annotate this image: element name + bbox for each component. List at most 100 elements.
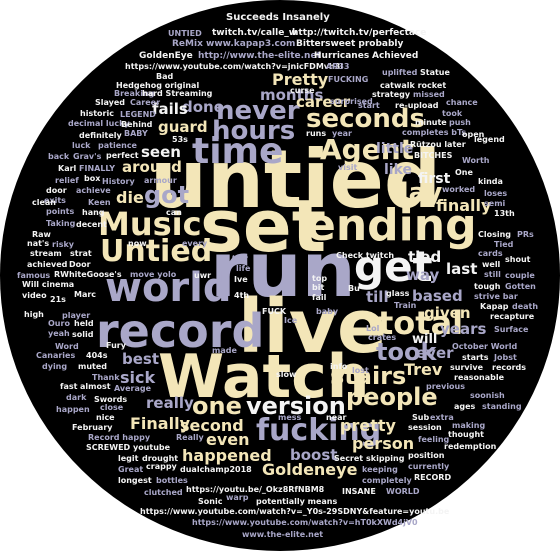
word-runs: runs: [306, 129, 327, 138]
word-currently: currently: [408, 462, 450, 471]
word-crappy: crappy: [146, 462, 177, 471]
word-door-cap: Door: [69, 260, 91, 269]
word-happened: happened: [182, 446, 272, 465]
word-potentially-means: potentially means: [256, 497, 338, 506]
word-one-cap: One: [455, 168, 473, 177]
word-exits: exits: [44, 196, 66, 205]
word-baby-caps: BABY: [124, 129, 148, 138]
word-finally-lower: finally: [436, 196, 492, 215]
word-warp: warp: [226, 493, 249, 502]
word-soonish: soonish: [470, 391, 505, 400]
word-missed: missed: [413, 90, 445, 99]
word-fast: fast: [60, 382, 78, 391]
word-slayed: Slayed: [95, 98, 126, 107]
word-will: will: [412, 332, 438, 347]
word-can: can: [166, 208, 182, 217]
word-death: death: [512, 302, 539, 311]
word-bittersweet: Bittersweet probably: [296, 39, 404, 49]
word-ice: Ice: [284, 316, 298, 325]
word-really: really: [146, 394, 194, 412]
word-twitch-calle: twitch.tv/calle_w: [212, 28, 298, 38]
word-hurricanes: Hurricanes: [314, 51, 370, 61]
word-feeling: feeling: [418, 435, 450, 444]
word-push: push: [449, 118, 471, 127]
word-ever: ever: [416, 344, 454, 362]
word-pretty-lower: pretty: [340, 416, 396, 435]
word-insane: INSANE: [342, 487, 376, 496]
word-done: done: [182, 98, 224, 116]
word-sonic: Sonic: [198, 497, 223, 506]
word-set: set: [200, 184, 327, 268]
word-boost: boost: [290, 446, 338, 464]
word-ages: ages: [454, 402, 476, 411]
word-yeah-lower: yeah: [48, 329, 70, 338]
word-info: info: [330, 362, 348, 371]
word-survive: survive: [450, 363, 483, 372]
word-bad: Bad: [156, 72, 174, 81]
word-kinda: kinda: [478, 177, 503, 186]
word-cards: cards: [478, 249, 503, 258]
word-records: records: [492, 363, 527, 372]
word-marc: Marc: [74, 290, 97, 299]
word-well: well: [482, 260, 501, 269]
word-given: given: [424, 304, 471, 322]
word-achieved: achieved: [27, 260, 68, 269]
word-raw: Raw: [32, 230, 51, 239]
word-strive-bar: strive bar: [474, 292, 518, 301]
word-catwalk: catwalk rocket: [380, 81, 447, 90]
word-skipping: skipping: [366, 454, 405, 463]
word-october-world: October World: [452, 342, 518, 351]
word-legend: legend: [474, 135, 505, 144]
word-drought: drought: [142, 454, 179, 463]
word-first: first: [418, 171, 451, 187]
word-historic: historic: [80, 109, 114, 118]
word-goldeneye: Goldeneye: [262, 460, 358, 479]
word-curse: curse: [290, 86, 315, 95]
word-points: points: [46, 207, 75, 216]
word-loses: loses: [484, 189, 508, 198]
word-till: till: [366, 288, 389, 306]
word-happen: happen: [56, 405, 90, 414]
word-fucking: fucking: [256, 413, 382, 448]
word-crates: crates: [368, 333, 397, 342]
word-solid: solid: [72, 330, 94, 339]
word-little: little: [376, 141, 414, 157]
word-almost: almost: [80, 382, 111, 391]
word-redemption: redemption: [444, 442, 497, 451]
word-clutched: clutched: [144, 488, 183, 497]
word-years: years: [440, 320, 487, 338]
word-semi: semi: [484, 199, 506, 208]
word-life: life: [236, 264, 251, 273]
word-hard-streaming: hard Streaming: [142, 89, 213, 98]
word-top: top: [312, 274, 328, 283]
word-guard: guard: [158, 118, 208, 136]
word-clean: clean: [32, 198, 57, 207]
word-kapap: Kapap: [480, 302, 509, 311]
word-patience: patience: [98, 141, 137, 150]
word-luck: luck: [72, 141, 91, 150]
word-close: close: [100, 403, 124, 412]
word-reasonable: reasonable: [454, 373, 505, 382]
word-based: based: [412, 287, 463, 305]
word-never: never: [216, 96, 300, 126]
word-achieve: achieve: [76, 186, 111, 195]
word-music: Music: [98, 205, 202, 243]
word-slow: slow: [276, 370, 297, 379]
word-dark: dark: [66, 393, 87, 402]
word-untied: untied: [150, 133, 442, 226]
word-surface: Surface: [494, 325, 529, 334]
word-13th: 13th: [494, 209, 515, 218]
word-definitely: definitely: [79, 131, 122, 140]
word-position: position: [408, 451, 445, 460]
word-gravs: Grav's: [73, 152, 102, 161]
word-version: version: [246, 392, 346, 420]
link-twitch-perfectace: http://twitch.tv/perfectace: [292, 28, 427, 38]
word-standing: standing: [482, 402, 522, 411]
word-tier: tier: [232, 254, 248, 263]
word-still: still: [484, 270, 501, 279]
word-keen: Keen: [88, 198, 111, 207]
word-risky: risky: [52, 240, 74, 249]
word-day: day: [390, 178, 443, 208]
